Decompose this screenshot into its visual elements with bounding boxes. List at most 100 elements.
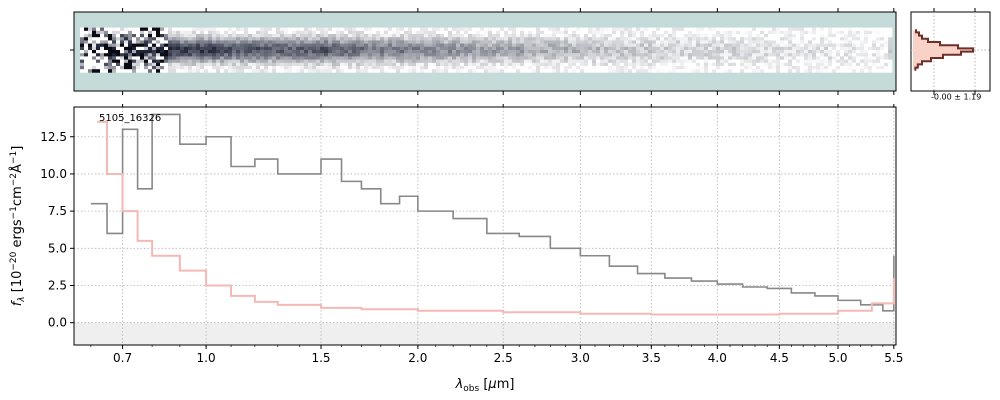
2d-pixel — [760, 27, 765, 32]
2d-pixel — [568, 56, 573, 60]
2d-pixel — [684, 37, 689, 41]
2d-pixel — [736, 46, 741, 51]
2d-pixel — [632, 40, 637, 44]
2d-pixel — [580, 43, 585, 48]
2d-pixel — [148, 34, 153, 38]
2d-pixel — [628, 66, 633, 70]
2d-pixel — [84, 62, 89, 67]
2d-pixel — [380, 46, 385, 51]
2d-pixel — [324, 59, 329, 64]
2d-pixel — [768, 46, 773, 51]
2d-pixel — [216, 27, 221, 32]
2d-pixel — [408, 34, 413, 38]
2d-pixel — [152, 66, 157, 70]
2d-pixel — [496, 66, 501, 70]
2d-pixel — [608, 43, 613, 48]
2d-pixel — [312, 56, 317, 60]
2d-pixel — [496, 56, 501, 60]
2d-pixel — [480, 69, 485, 73]
2d-pixel — [788, 69, 793, 73]
2d-pixel — [712, 46, 717, 51]
2d-pixel — [440, 34, 445, 38]
2d-pixel — [180, 37, 185, 41]
2d-pixel — [324, 37, 329, 41]
zero-band-fill — [74, 322, 896, 345]
2d-pixel — [680, 56, 685, 60]
2d-pixel — [796, 27, 801, 32]
2d-pixel — [884, 40, 889, 44]
2d-pixel — [832, 59, 837, 64]
2d-pixel — [592, 34, 597, 38]
2d-pixel — [276, 66, 281, 70]
2d-pixel — [880, 43, 885, 48]
2d-pixel — [140, 62, 145, 67]
2d-pixel — [704, 50, 709, 54]
2d-spectrum-frame — [73, 11, 897, 92]
2d-pixel — [628, 37, 633, 41]
2d-pixel — [856, 27, 861, 32]
2d-pixel — [700, 69, 705, 73]
2d-pixel — [388, 62, 393, 67]
2d-pixel — [760, 40, 765, 44]
2d-pixel — [764, 56, 769, 60]
2d-pixel — [728, 46, 733, 51]
2d-pixel — [840, 37, 845, 41]
2d-pixel — [136, 43, 141, 48]
2d-pixel — [296, 46, 301, 51]
2d-pixel — [396, 69, 401, 73]
2d-pixel — [544, 37, 549, 41]
2d-pixel — [360, 50, 365, 54]
2d-pixel — [544, 50, 549, 54]
2d-pixel — [348, 50, 353, 54]
2d-pixel — [684, 40, 689, 44]
2d-pixel — [332, 37, 337, 41]
2d-pixel — [596, 53, 601, 57]
2d-pixel — [424, 50, 429, 54]
x-tick-label: 2.0 — [408, 351, 427, 365]
2d-pixel — [484, 46, 489, 51]
2d-pixel — [612, 37, 617, 41]
2d-pixel — [532, 46, 537, 51]
2d-pixel — [384, 34, 389, 38]
2d-spectrum-xticks — [122, 8, 895, 95]
2d-pixel — [196, 43, 201, 48]
2d-pixel — [728, 66, 733, 70]
2d-pixel — [512, 56, 517, 60]
2d-pixel — [712, 40, 717, 44]
2d-pixel — [168, 46, 173, 51]
2d-pixel — [860, 30, 865, 35]
2d-pixel — [332, 34, 337, 38]
2d-pixel — [544, 59, 549, 64]
2d-pixel — [308, 66, 313, 70]
2d-pixel — [460, 40, 465, 44]
2d-pixel — [156, 56, 161, 60]
2d-pixel — [848, 69, 853, 73]
2d-pixel — [308, 56, 313, 60]
2d-pixel — [488, 46, 493, 51]
2d-pixel — [836, 56, 841, 60]
2d-pixel — [132, 50, 137, 54]
2d-pixel — [224, 59, 229, 64]
2d-pixel — [396, 53, 401, 57]
2d-pixel — [120, 66, 125, 70]
2d-pixel — [888, 27, 893, 32]
2d-pixel — [300, 62, 305, 67]
2d-pixel — [760, 53, 765, 57]
2d-pixel — [676, 34, 681, 38]
2d-pixel — [504, 37, 509, 41]
2d-pixel — [776, 66, 781, 70]
2d-pixel — [416, 50, 421, 54]
2d-pixel — [288, 62, 293, 67]
2d-pixel — [316, 34, 321, 38]
2d-pixel — [432, 34, 437, 38]
2d-pixel — [460, 27, 465, 32]
2d-pixel — [704, 56, 709, 60]
2d-pixel — [180, 62, 185, 67]
2d-pixel — [264, 50, 269, 54]
2d-pixel — [788, 34, 793, 38]
2d-pixel — [836, 37, 841, 41]
2d-pixel — [476, 30, 481, 35]
2d-pixel — [528, 37, 533, 41]
2d-pixel — [116, 34, 121, 38]
